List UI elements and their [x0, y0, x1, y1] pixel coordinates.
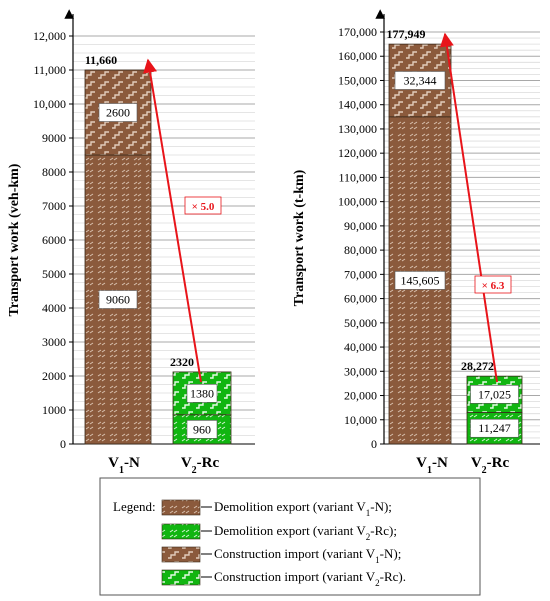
- data-label: 1380: [190, 386, 214, 400]
- y-tick-label: 30,000: [344, 364, 377, 378]
- total-label: 2320: [170, 355, 194, 369]
- data-label-box: [98, 103, 138, 122]
- y-tick-label: 40,000: [344, 340, 377, 354]
- ratio-label-box: [184, 196, 222, 215]
- y-tick-label: 9000: [42, 131, 66, 145]
- y-tick-label: 160,000: [338, 49, 377, 63]
- category-label: V2-Rc: [471, 455, 510, 476]
- data-label: 145,605: [401, 273, 440, 287]
- y-axis-title: Transport work (t-km): [292, 169, 307, 306]
- legend-swatch: [161, 546, 201, 563]
- y-tick-label: 170,000: [338, 25, 377, 39]
- y-tick-label: 70,000: [344, 267, 377, 281]
- legend-swatch: [161, 499, 201, 516]
- y-tick-label: 2000: [42, 369, 66, 383]
- y-tick-label: 3000: [42, 335, 66, 349]
- y-tick-label: 0: [371, 437, 377, 451]
- data-label: 960: [193, 422, 211, 436]
- y-tick-label: 140,000: [338, 98, 377, 112]
- y-axis-title: Transport work (veh-km): [7, 163, 22, 316]
- data-label-box: [186, 420, 218, 439]
- data-label: 2600: [106, 106, 130, 120]
- y-tick-label: 7000: [42, 199, 66, 213]
- y-tick-label: 1000: [42, 403, 66, 417]
- y-tick-label: 80,000: [344, 243, 377, 257]
- ratio-arrow: [143, 58, 202, 383]
- legend: Legend: Demolition export (variant V1-N)…: [99, 477, 481, 596]
- y-tick-label: 10,000: [344, 413, 377, 427]
- y-tick-label: 10,000: [33, 97, 66, 111]
- y-tick-label: 4000: [42, 301, 66, 315]
- y-tick-label: 11,000: [33, 63, 66, 77]
- total-label: 11,660: [85, 53, 117, 67]
- y-tick-label: 12,000: [33, 29, 66, 43]
- data-label-box: [98, 290, 138, 309]
- y-tick-label: 6000: [42, 233, 66, 247]
- y-tick-label: 20,000: [344, 389, 377, 403]
- legend-item-text: Demolition export (variant V1-N);: [214, 499, 392, 518]
- data-label: 9060: [106, 293, 130, 307]
- data-label: 11,247: [478, 421, 511, 435]
- y-tick-label: 60,000: [344, 292, 377, 306]
- y-tick-label: 90,000: [344, 219, 377, 233]
- y-tick-label: 120,000: [338, 146, 377, 160]
- legend-swatch: [161, 523, 201, 540]
- y-tick-label: 8000: [42, 165, 66, 179]
- data-label-box: [186, 384, 218, 403]
- total-label: 28,272: [461, 359, 494, 373]
- legend-title: Legend:: [113, 499, 156, 514]
- data-label-box: [470, 418, 519, 438]
- y-tick-label: 50,000: [344, 316, 377, 330]
- data-label: 32,344: [404, 73, 437, 87]
- category-label: V2-Rc: [181, 455, 220, 476]
- ratio-label: × 5.0: [192, 201, 215, 213]
- category-label: V1-N: [416, 455, 448, 476]
- y-tick-label: 110,000: [338, 170, 377, 184]
- chart-left-veh-km: 0 1000 2000 3000 4000 5000 6000 7000 8000 9000 10,…: [7, 9, 255, 476]
- y-tick-label: 5000: [42, 267, 66, 281]
- data-label: 17,025: [478, 387, 511, 401]
- ratio-label: × 6.3: [482, 280, 505, 292]
- data-label-box: [470, 385, 519, 404]
- y-tick-label: 150,000: [338, 73, 377, 87]
- data-label-box: [394, 71, 446, 90]
- category-label: V1-N: [108, 455, 140, 476]
- legend-item-text: Construction import (variant V2-Rc).: [214, 569, 406, 588]
- data-label-box: [394, 271, 446, 290]
- y-tick-label: 100,000: [338, 195, 377, 209]
- ratio-label-box: [474, 275, 512, 294]
- chart-right-t-km: 0 10,000 20,000 30,000 40,000 50,000 60,000 70,…: [292, 9, 540, 476]
- y-tick-label: 0: [60, 437, 66, 451]
- legend-item-text: Construction import (variant V1-N);: [214, 546, 401, 565]
- legend-item-text: Demolition export (variant V2-Rc);: [214, 523, 397, 542]
- legend-swatch: [161, 569, 201, 586]
- total-label: 177,949: [387, 27, 426, 41]
- y-tick-label: 130,000: [338, 122, 377, 136]
- ratio-arrow: [439, 32, 498, 383]
